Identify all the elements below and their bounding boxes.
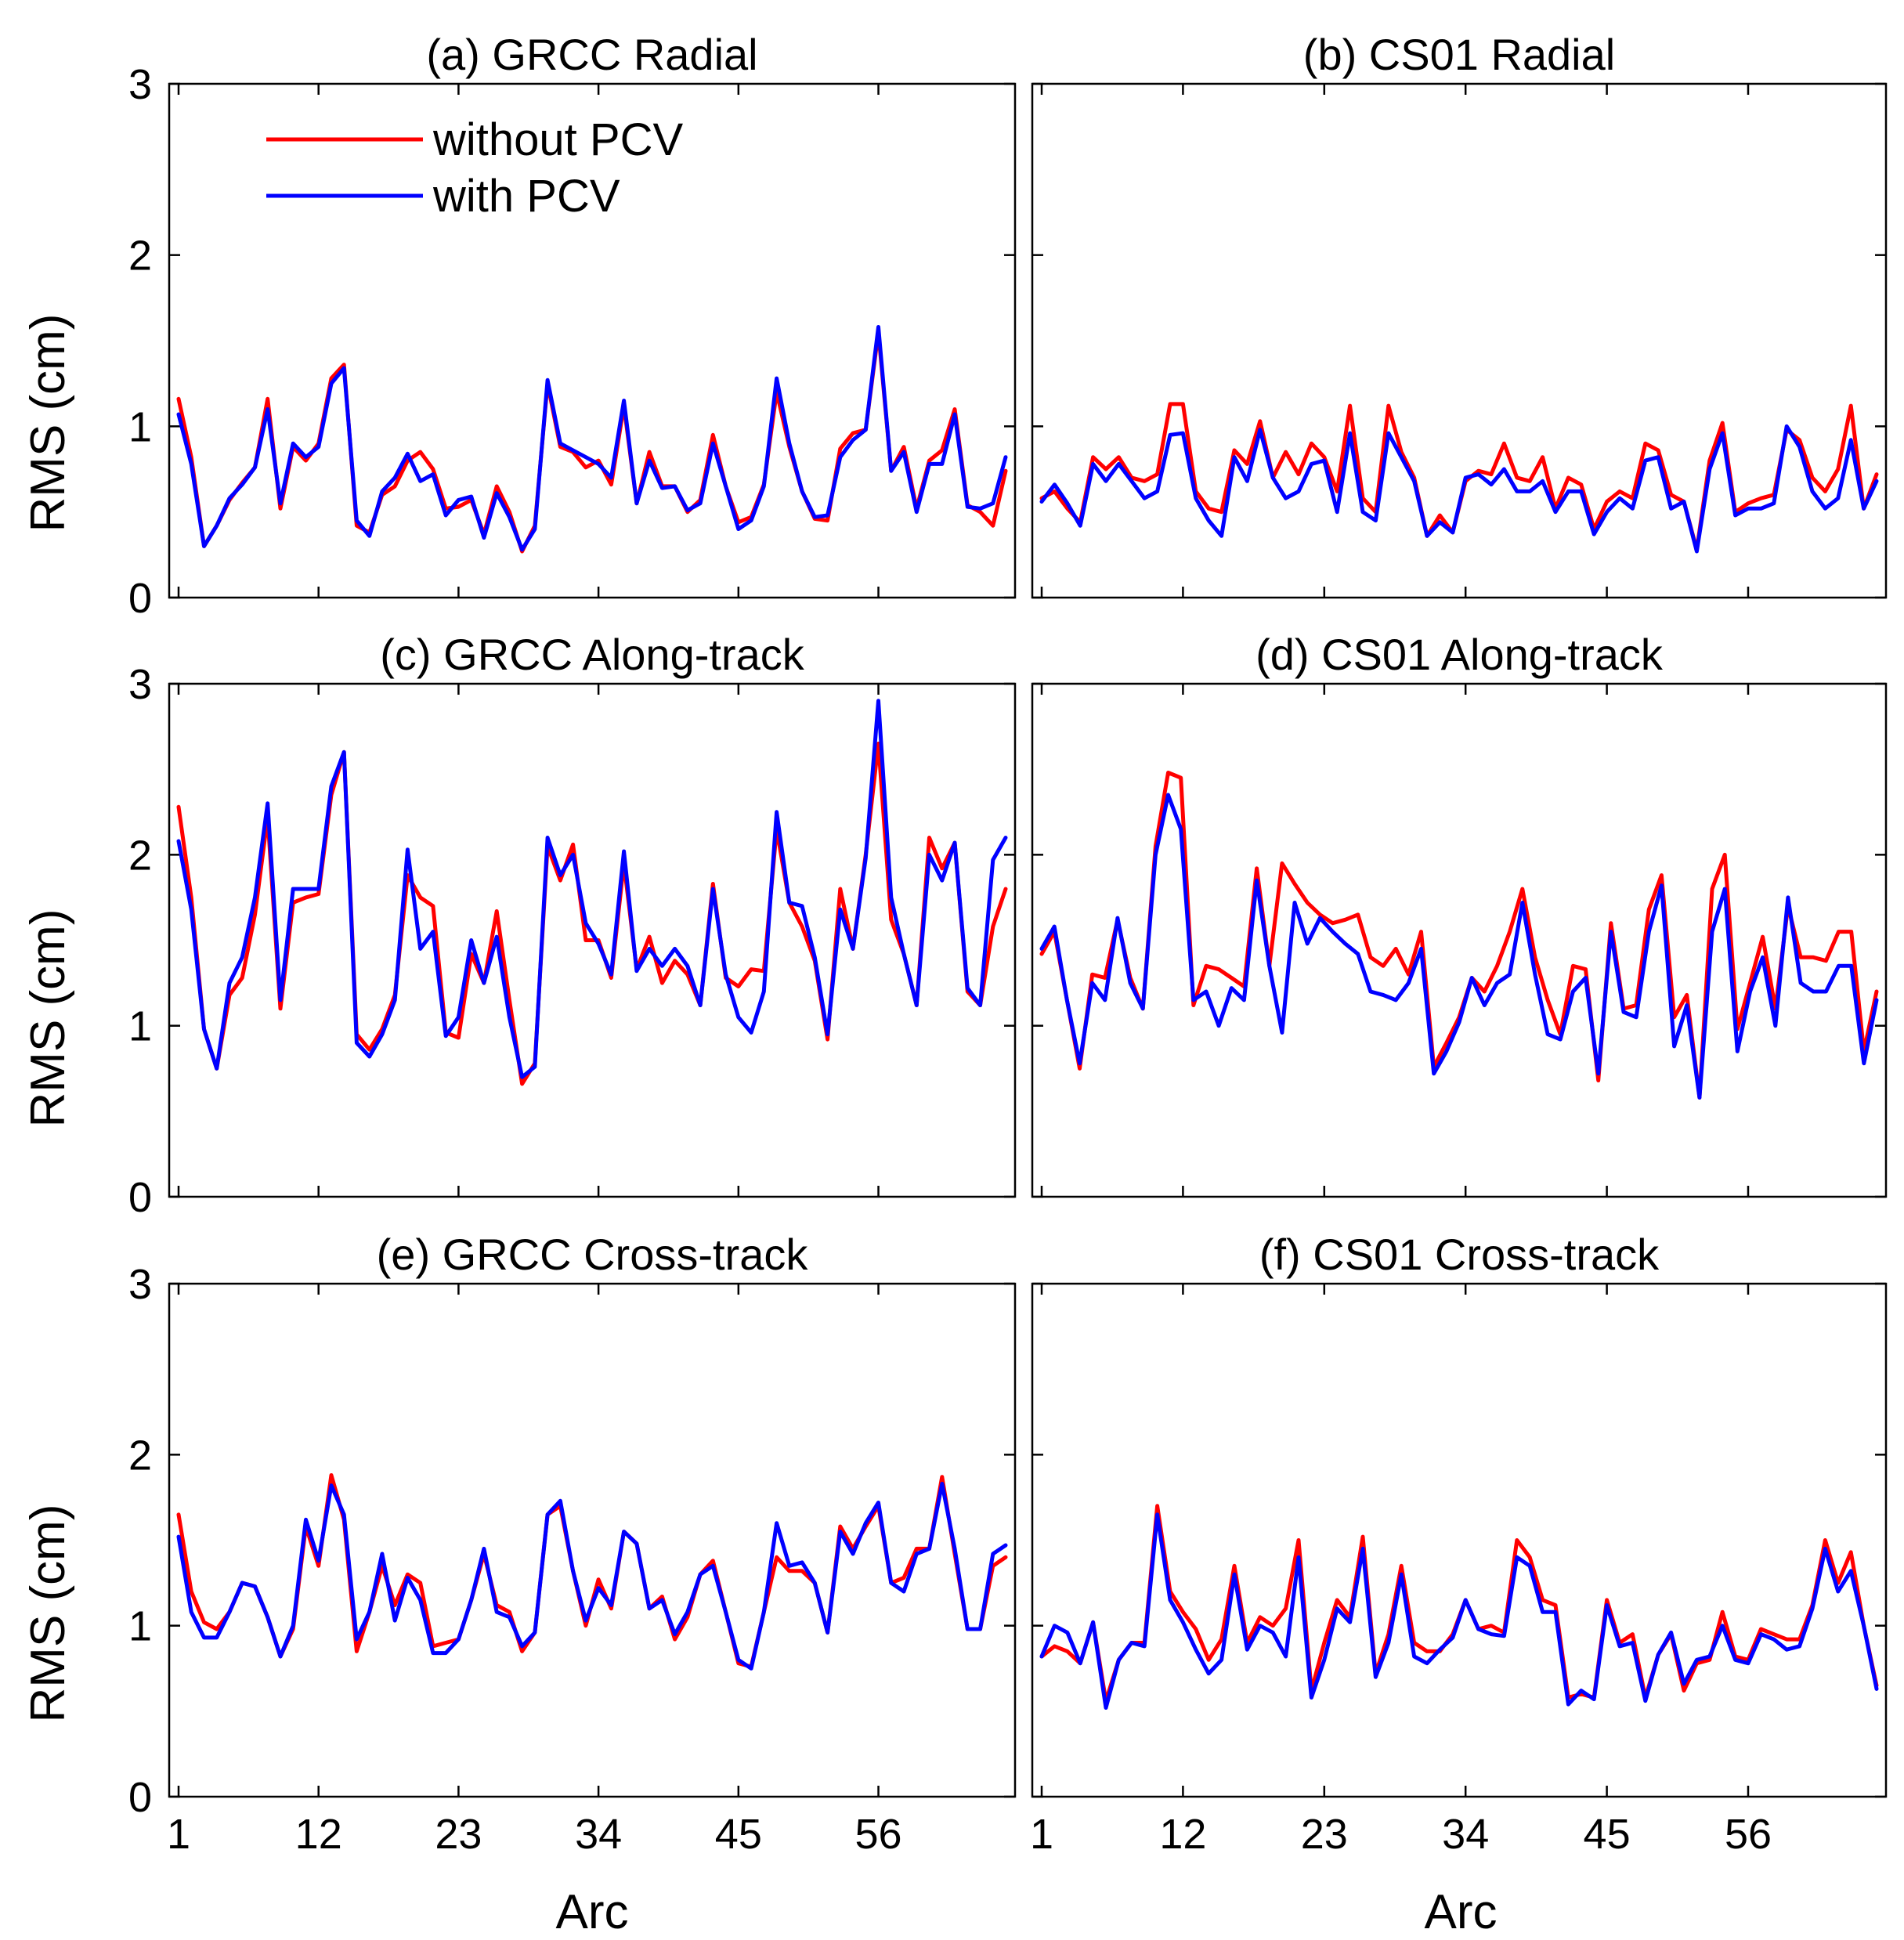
legend-label-with-pcv: with PCV (432, 171, 620, 222)
panel-c-ytick-label-0: 0 (128, 1174, 152, 1221)
panel-f-series-with-pcv (1039, 1512, 1879, 1710)
panel-f-xtick-label-0: 1 (1030, 1811, 1053, 1858)
panel-e-xtick-label-2: 23 (435, 1811, 482, 1858)
panel-a-ytick-label-2: 2 (128, 233, 152, 280)
panel-a-ytick-label-1: 1 (128, 403, 152, 450)
y-axis-label-row-3: RMS (cm) (21, 1505, 75, 1723)
panel-e-ytick-label-0: 0 (128, 1774, 152, 1821)
panel-d-title: (d) CS01 Along-track (1255, 630, 1664, 679)
panel-e-xtick-label-5: 56 (854, 1811, 901, 1858)
panel-c-title: (c) GRCC Along-track (380, 630, 804, 679)
panel-e-frame (168, 1282, 1017, 1798)
panel-f-xtick-label-1: 12 (1159, 1811, 1206, 1858)
panel-b: (b) CS01 Radial (1031, 30, 1888, 599)
panel-e-series-with-pcv (176, 1482, 1008, 1671)
panel-b-title: (b) CS01 Radial (1303, 30, 1615, 79)
panel-d-series-with-pcv (1039, 793, 1879, 1100)
panel-e-xtick-label-1: 12 (295, 1811, 342, 1858)
legend: without PCV with PCV (266, 114, 683, 222)
panel-a-ytick-label-0: 0 (128, 575, 152, 622)
panel-a-series-with-pcv (176, 325, 1008, 552)
panel-f: (f) CS01 Cross-track 1 12 23 34 45 56 (1030, 1230, 1888, 1858)
legend-label-without-pcv: without PCV (432, 114, 683, 165)
y-axis-label-row-1: RMS (cm) (21, 314, 75, 533)
y-axis-label-row-2: RMS (cm) (21, 909, 75, 1128)
panel-d: (d) CS01 Along-track (1031, 630, 1888, 1198)
panel-a-ytick-label-3: 3 (128, 61, 152, 108)
panel-a: (a) GRCC Radial 0 1 2 3 (128, 30, 1017, 622)
panel-e-xtick-label-0: 1 (167, 1811, 190, 1858)
x-axis-label-right: Arc (1425, 1885, 1498, 1939)
panel-d-frame (1031, 682, 1888, 1198)
panel-c-ytick-label-3: 3 (128, 661, 152, 708)
panel-a-frame (168, 82, 1017, 599)
panel-b-series-with-pcv (1039, 424, 1879, 554)
panel-c-ytick-label-1: 1 (128, 1003, 152, 1050)
panel-e-xtick-label-3: 34 (575, 1811, 622, 1858)
panel-c-frame (168, 682, 1017, 1198)
panel-c-ytick-label-2: 2 (128, 832, 152, 879)
panel-f-frame (1031, 1282, 1888, 1798)
panel-e-title: (e) GRCC Cross-track (377, 1230, 809, 1279)
panel-f-series-without-pcv (1039, 1504, 1879, 1703)
panel-f-xtick-label-3: 34 (1442, 1811, 1489, 1858)
panel-b-series-without-pcv (1039, 402, 1879, 552)
panel-c-series-with-pcv (176, 699, 1008, 1079)
panel-c: (c) GRCC Along-track 0 1 2 3 (128, 630, 1017, 1221)
panel-f-xtick-label-5: 56 (1725, 1811, 1772, 1858)
panel-e-ytick-label-2: 2 (128, 1432, 152, 1479)
x-axis-label-left: Arc (556, 1885, 629, 1939)
panel-f-xtick-label-2: 23 (1301, 1811, 1348, 1858)
panel-f-xtick-label-4: 45 (1584, 1811, 1631, 1858)
panel-e-series-without-pcv (176, 1473, 1008, 1669)
panel-b-frame (1031, 82, 1888, 599)
panel-e-ytick-label-1: 1 (128, 1603, 152, 1650)
panel-e-xtick-label-4: 45 (715, 1811, 762, 1858)
panel-f-title: (f) CS01 Cross-track (1259, 1230, 1660, 1279)
panel-e-ytick-label-3: 3 (128, 1261, 152, 1308)
panel-d-series-without-pcv (1039, 771, 1879, 1100)
panel-c-series-without-pcv (176, 741, 1008, 1086)
panel-a-title: (a) GRCC Radial (426, 30, 757, 79)
